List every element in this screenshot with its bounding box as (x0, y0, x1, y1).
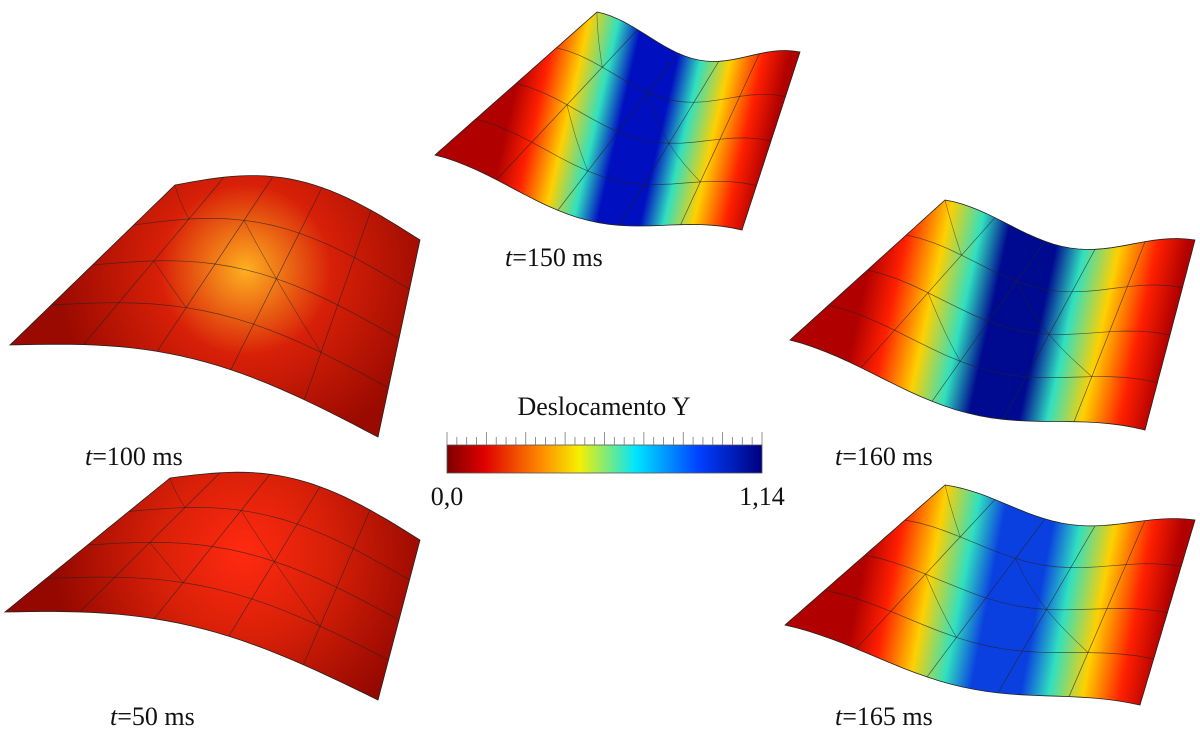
mesh-line (174, 184, 190, 220)
mesh-line (556, 47, 786, 103)
time-text: =150 ms (512, 243, 603, 272)
colorbar-bar (446, 444, 763, 474)
time-label: t=100 ms (85, 442, 183, 471)
mesh-line (515, 83, 772, 144)
surface (784, 484, 1196, 706)
surface-fill (789, 199, 1196, 431)
mesh-line (925, 573, 957, 638)
time-text: =160 ms (842, 442, 933, 471)
time-text: =50 ms (117, 702, 195, 729)
mesh-line (274, 561, 321, 627)
mesh-line (867, 269, 1171, 336)
time-var: t (835, 702, 843, 729)
mesh-line (1016, 281, 1050, 335)
mesh-line (647, 92, 670, 144)
mesh-line (169, 477, 186, 508)
mesh-line (46, 576, 389, 661)
colorbar-min: 0,0 (431, 482, 464, 511)
time-var: t (835, 442, 843, 471)
mesh-line (566, 104, 589, 172)
time-text: =165 ms (842, 702, 933, 729)
mesh-line (92, 260, 400, 339)
mesh-line (276, 278, 322, 353)
colorbar-title: Deslocamento Y (517, 392, 690, 421)
mesh-line (864, 554, 1168, 613)
time-var: t (110, 702, 118, 729)
surface-fill (8, 175, 421, 438)
surface (3, 471, 421, 701)
mesh-line (128, 507, 410, 581)
colorbar: Deslocamento Y 0,0 1,14 (431, 392, 785, 511)
mesh-line (1046, 609, 1089, 653)
surface (8, 175, 421, 438)
mesh-line (824, 589, 1154, 660)
time-text: =100 ms (92, 442, 183, 471)
mesh-line (904, 519, 1182, 568)
mesh-line (240, 510, 275, 562)
time-label: t=150 ms (505, 243, 603, 272)
mesh-line (944, 484, 961, 538)
mesh-line (475, 118, 757, 186)
mesh-line (1048, 334, 1093, 377)
mesh-line (1015, 558, 1047, 610)
mesh-line (87, 542, 400, 621)
time-label: t=160 ms (835, 442, 933, 471)
time-var: t (85, 442, 93, 471)
mesh-line (668, 143, 701, 183)
surfaces (3, 11, 1196, 706)
mesh-line (51, 302, 389, 389)
mesh-line (243, 220, 277, 279)
mesh-line (149, 542, 184, 583)
mesh-line (927, 292, 961, 362)
mesh-line (133, 218, 410, 290)
mesh-line (596, 12, 603, 68)
colorbar-max: 1,14 (739, 482, 785, 511)
mesh-line (828, 304, 1158, 383)
surface (789, 199, 1196, 431)
time-var: t (505, 243, 513, 272)
time-label: t=165 ms (835, 702, 933, 729)
mesh-line (906, 234, 1183, 293)
colorbar-ticks (446, 432, 763, 445)
surface (434, 11, 801, 231)
surface-fill (784, 484, 1196, 706)
mesh-line (944, 199, 962, 256)
surface-fill (3, 471, 421, 701)
surface-fill (434, 11, 801, 231)
mesh-line (153, 260, 187, 308)
time-label: t=50 ms (110, 702, 195, 729)
